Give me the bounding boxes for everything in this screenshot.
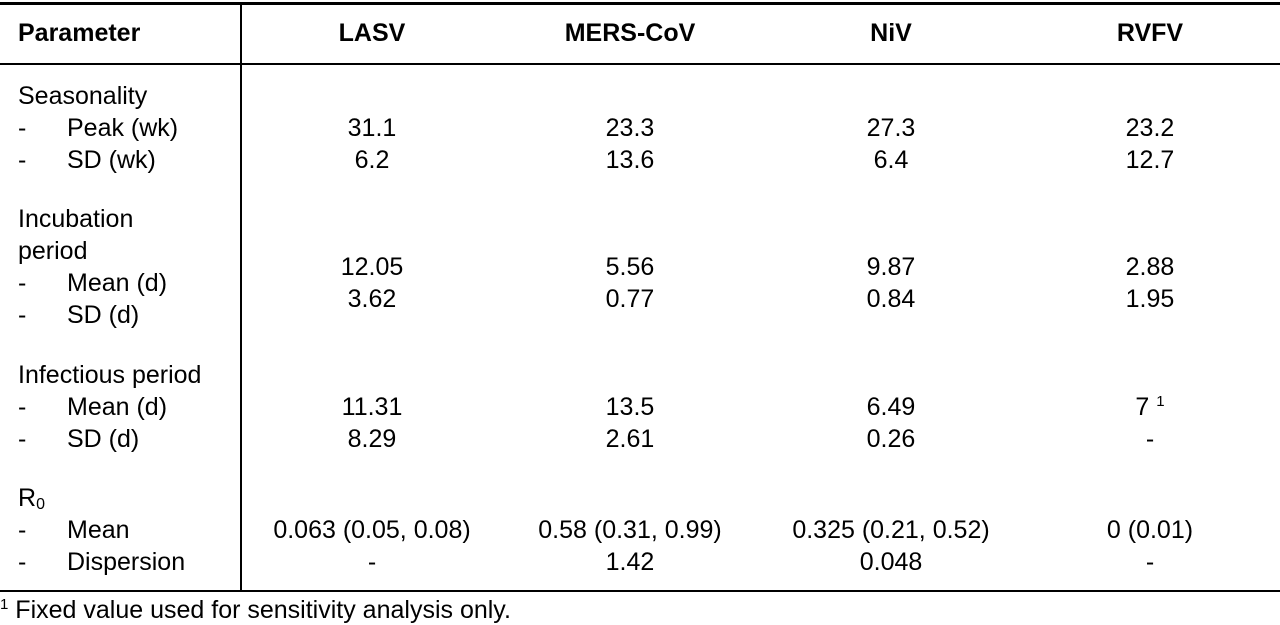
cell-niv: 0.26 bbox=[866, 425, 916, 453]
group-title-infectious: Infectious period bbox=[18, 361, 202, 389]
cell-niv: 0.84 bbox=[866, 285, 916, 313]
group-title-seasonality: Seasonality bbox=[18, 82, 148, 110]
cell-lasv: 12.05 bbox=[340, 253, 404, 281]
cell-niv: 0.325 (0.21, 0.52) bbox=[792, 516, 990, 544]
cell-rvfv: 1.95 bbox=[1125, 285, 1175, 313]
cell-mers-cov: 13.5 bbox=[605, 393, 655, 421]
row-label-mean: Mean bbox=[67, 516, 130, 544]
row-dash: - bbox=[18, 516, 27, 544]
top-rule bbox=[0, 2, 1280, 5]
row-dash: - bbox=[18, 548, 27, 576]
row-dash: - bbox=[18, 146, 27, 174]
row-label-peak: Peak (wk) bbox=[67, 114, 179, 142]
group-title-incubation: Incubation bbox=[18, 205, 134, 233]
header-niv: NiV bbox=[870, 19, 912, 47]
cell-rvfv: 2.88 bbox=[1125, 253, 1175, 281]
r0-main: R bbox=[18, 484, 37, 512]
header-rvfv: RVFV bbox=[1116, 19, 1184, 47]
row-label-dispersion: Dispersion bbox=[67, 548, 186, 576]
header-parameter: Parameter bbox=[18, 19, 141, 47]
row-dash: - bbox=[18, 269, 27, 297]
cell-niv: 9.87 bbox=[866, 253, 916, 281]
cell-rvfv: 7 1 bbox=[1050, 392, 1250, 422]
cell-lasv: 11.31 bbox=[341, 393, 403, 421]
bottom-rule bbox=[0, 590, 1280, 592]
header-rule bbox=[0, 63, 1280, 65]
row-label-mean: Mean (d) bbox=[67, 269, 168, 297]
cell-mers-cov: 5.56 bbox=[605, 253, 655, 281]
row-dash: - bbox=[18, 301, 27, 329]
cell-rvfv: 23.2 bbox=[1125, 114, 1175, 142]
group-title-incubation-line2: period bbox=[18, 237, 88, 265]
cell-lasv: 8.29 bbox=[347, 425, 397, 453]
footnote: 1 Fixed value used for sensitivity analy… bbox=[0, 595, 511, 625]
cell-rvfv: - bbox=[1145, 425, 1155, 453]
cell-mers-cov: 13.6 bbox=[605, 146, 655, 174]
footnote-text: Fixed value used for sensitivity analysi… bbox=[15, 596, 511, 624]
cell-mers-cov: 23.3 bbox=[605, 114, 655, 142]
cell-niv: 6.4 bbox=[873, 146, 909, 174]
cell-lasv: 31.1 bbox=[347, 114, 397, 142]
row-dash: - bbox=[18, 393, 27, 421]
column-divider bbox=[240, 2, 242, 592]
cell-rvfv-value: 7 bbox=[1135, 393, 1150, 421]
group-title-r0: R0 bbox=[18, 483, 45, 513]
row-label-sd: SD (wk) bbox=[67, 146, 156, 174]
row-label-sd: SD (d) bbox=[67, 425, 140, 453]
header-lasv: LASV bbox=[338, 19, 406, 47]
cell-lasv: 3.62 bbox=[347, 285, 397, 313]
cell-lasv: 0.063 (0.05, 0.08) bbox=[273, 516, 471, 544]
cell-mers-cov: 0.58 (0.31, 0.99) bbox=[538, 516, 722, 544]
cell-rvfv: - bbox=[1145, 548, 1155, 576]
row-label-mean: Mean (d) bbox=[67, 393, 168, 421]
cell-niv: 6.49 bbox=[866, 393, 916, 421]
cell-rvfv: 0 (0.01) bbox=[1106, 516, 1194, 544]
row-dash: - bbox=[18, 114, 27, 142]
cell-rvfv: 12.7 bbox=[1125, 146, 1175, 174]
cell-lasv: - bbox=[367, 548, 377, 576]
cell-mers-cov: 2.61 bbox=[605, 425, 655, 453]
cell-niv: 27.3 bbox=[866, 114, 916, 142]
footnote-mark: 1 bbox=[0, 596, 9, 613]
row-dash: - bbox=[18, 425, 27, 453]
cell-niv: 0.048 bbox=[859, 548, 923, 576]
footnote-marker: 1 bbox=[1156, 393, 1165, 410]
cell-mers-cov: 0.77 bbox=[605, 285, 655, 313]
cell-lasv: 6.2 bbox=[354, 146, 390, 174]
row-label-sd: SD (d) bbox=[67, 301, 140, 329]
cell-mers-cov: 1.42 bbox=[605, 548, 655, 576]
header-mers-cov: MERS-CoV bbox=[564, 19, 696, 47]
r0-subscript: 0 bbox=[36, 496, 45, 513]
